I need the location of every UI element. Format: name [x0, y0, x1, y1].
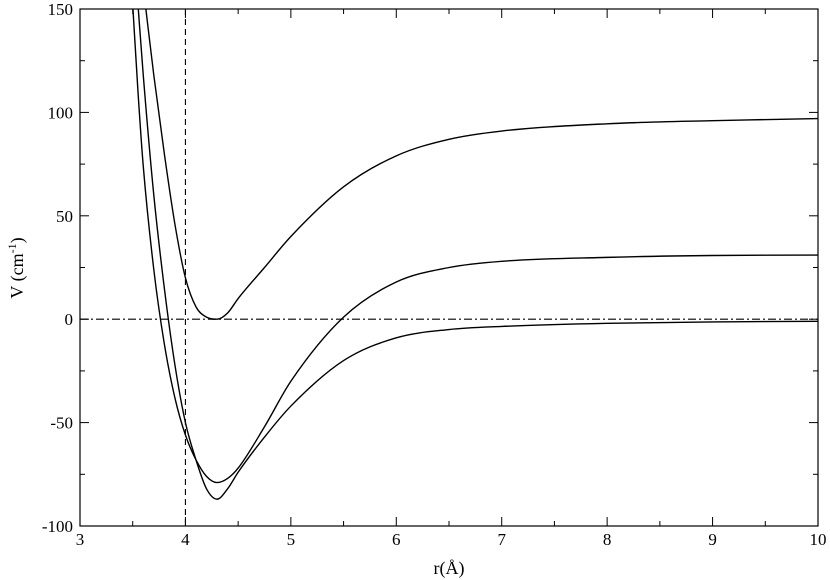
x-tick-labels: 3 4 5 6 7 8 9 10	[76, 530, 827, 549]
y-tick-label: 100	[48, 103, 74, 122]
series-layer	[132, 9, 818, 500]
reference-lines	[80, 9, 818, 526]
y-tick-label: 150	[48, 0, 74, 19]
y-axis-title-main: V (cm	[7, 253, 28, 298]
x-tick-label: 10	[810, 530, 827, 549]
svg-text:V (cm-1): V (cm-1)	[5, 237, 28, 298]
y-tick-label: -100	[42, 517, 73, 536]
y-axis-title: V (cm-1)	[5, 237, 28, 298]
x-axis-title: r(Å)	[434, 558, 465, 579]
y-axis-title-superscript: -1	[5, 243, 19, 253]
x-tick-label: 4	[181, 530, 190, 549]
x-tick-label: 8	[603, 530, 612, 549]
y-tick-labels: -100 -50 0 50 100 150	[42, 0, 73, 536]
plot-frame	[79, 8, 819, 527]
x-tick-label: 9	[708, 530, 717, 549]
series-line-1	[132, 9, 818, 484]
series-line-3	[145, 9, 818, 320]
x-tick-label: 5	[287, 530, 296, 549]
y-tick-label: -50	[50, 414, 73, 433]
x-tick-label: 3	[76, 530, 85, 549]
x-tick-label: 6	[392, 530, 401, 549]
y-axis-title-close: )	[7, 237, 28, 243]
x-tick-label: 7	[497, 530, 506, 549]
y-tick-label: 50	[56, 207, 73, 226]
series-line-2	[137, 9, 818, 500]
y-tick-label: 0	[65, 310, 74, 329]
